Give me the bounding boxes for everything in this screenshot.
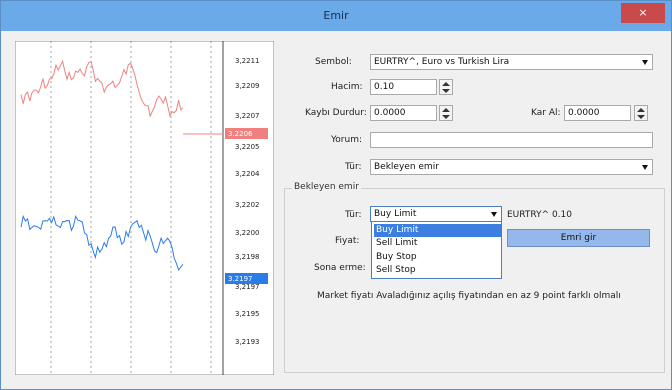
price-tick-label: 3,2200 <box>235 229 260 237</box>
volume-stepper[interactable] <box>439 79 453 95</box>
price-tick-label: 3,2211 <box>235 57 260 65</box>
option-sell-stop[interactable]: Sell Stop <box>376 265 416 275</box>
symbol-label: Sembol: <box>315 57 352 67</box>
price-tick-label: 3,2195 <box>235 310 260 318</box>
order-type-value: Bekleyen emir <box>374 162 439 172</box>
arrow-up-icon <box>442 108 450 112</box>
arrow-down-icon <box>442 115 450 119</box>
price-tick-label: 3,2204 <box>235 170 260 178</box>
chevron-down-icon <box>642 165 648 170</box>
chevron-down-icon <box>642 60 648 65</box>
price-ticks: 3,2211 3,2209 3,2207 3,2205 3,2204 3,220… <box>235 57 260 346</box>
bid-badge-bg <box>225 273 268 284</box>
price-chart: 3,2211 3,2209 3,2207 3,2205 3,2204 3,220… <box>15 41 274 375</box>
price-label: Fiyat: <box>335 236 360 246</box>
price-tick-label: 3,2207 <box>235 112 260 120</box>
stoploss-input[interactable]: 0.0000 <box>370 105 437 121</box>
price-distance-note: Market fiyatı Avaladığınız açılış fiyatı… <box>317 291 621 301</box>
price-tick-label: 3,2197 <box>235 283 260 291</box>
chevron-down-icon <box>491 212 497 217</box>
order-type-select[interactable]: Bekleyen emir <box>370 159 653 175</box>
pending-group-title: Bekleyen emir <box>292 182 361 192</box>
arrow-up-icon <box>442 82 450 86</box>
takeprofit-input[interactable]: 0.0000 <box>564 105 631 121</box>
volume-label: Hacim: <box>331 82 363 92</box>
price-tick-label: 3,2193 <box>235 338 260 346</box>
price-tick-label: 3,2209 <box>235 82 260 90</box>
title-bar: Emir × <box>1 1 671 31</box>
price-tick-label: 3,2205 <box>235 143 260 151</box>
bid-badge: 3.2197 <box>228 275 253 283</box>
pending-type-dropdown: Buy Limit Sell Limit Buy Stop Sell Stop <box>371 221 502 279</box>
arrow-down-icon <box>637 115 645 119</box>
pending-info: EURTRY^ 0.10 <box>507 210 572 220</box>
symbol-select[interactable]: EURTRY^, Euro vs Turkish Lira <box>370 54 653 70</box>
price-tick-label: 3,2198 <box>235 253 260 261</box>
chart-grid <box>50 41 212 375</box>
takeprofit-label: Kar Al: <box>531 108 561 118</box>
option-sell-limit[interactable]: Sell Limit <box>376 238 418 248</box>
expiry-label: Sona erme: <box>314 263 366 273</box>
stoploss-label: Kaybı Durdur: <box>305 108 367 118</box>
pending-type-label: Tür: <box>345 210 362 220</box>
option-buy-limit[interactable]: Buy Limit <box>374 224 501 237</box>
volume-input[interactable]: 0.10 <box>370 79 437 95</box>
window-title: Emir <box>323 9 349 22</box>
takeprofit-stepper[interactable] <box>634 105 648 121</box>
arrow-up-icon <box>637 108 645 112</box>
bid-price-line <box>20 214 184 272</box>
chart-frame <box>15 41 274 375</box>
ask-price-line <box>20 59 184 118</box>
arrow-down-icon <box>442 89 450 93</box>
symbol-value: EURTRY^, Euro vs Turkish Lira <box>374 57 510 67</box>
ask-badge-bg <box>225 128 268 139</box>
place-order-button[interactable]: Emri gir <box>507 229 650 247</box>
pending-type-value: Buy Limit <box>374 209 417 219</box>
option-buy-stop[interactable]: Buy Stop <box>376 252 417 262</box>
comment-input[interactable] <box>370 132 653 148</box>
close-button[interactable]: × <box>621 3 665 23</box>
pending-type-select[interactable]: Buy Limit <box>370 206 502 222</box>
comment-label: Yorum: <box>331 135 363 145</box>
pending-order-group <box>284 188 665 373</box>
price-tick-label: 3,2202 <box>235 201 260 209</box>
ask-badge: 3.2206 <box>228 130 253 138</box>
stoploss-stepper[interactable] <box>439 105 453 121</box>
type-label: Tür: <box>345 162 362 172</box>
